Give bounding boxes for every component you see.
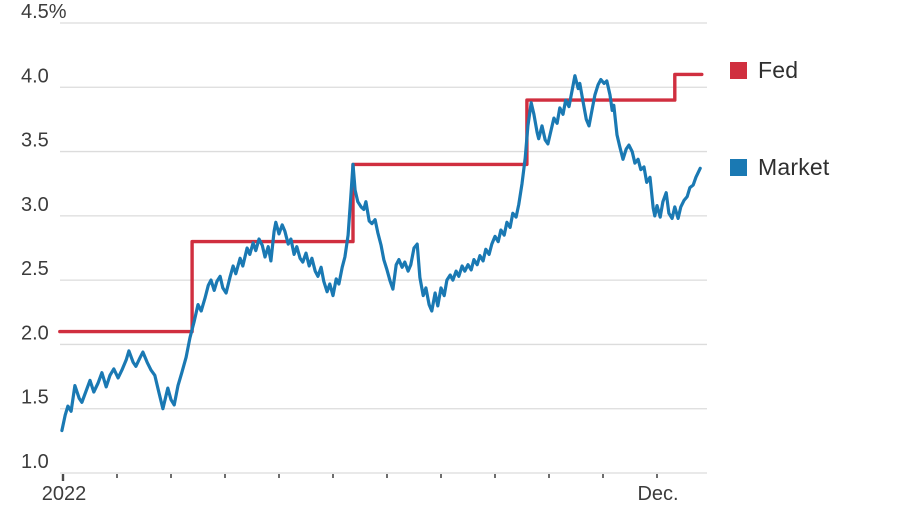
legend-item-market: Market	[730, 154, 830, 181]
y-axis-label: 1.0	[21, 451, 49, 473]
y-axis-label: 4.0	[21, 65, 49, 87]
x-axis-label: Dec.	[637, 483, 678, 505]
legend-label-market: Market	[758, 154, 830, 180]
legend: Fed Market	[730, 0, 900, 510]
y-axis-label: 2.5	[21, 258, 49, 280]
y-axis-label: 2.0	[21, 322, 49, 344]
y-axis-label: 1.5	[21, 387, 49, 409]
y-axis-label: 3.5	[21, 130, 49, 152]
legend-label-fed: Fed	[758, 57, 799, 83]
market-line	[60, 74, 702, 433]
market-swatch-icon	[730, 159, 747, 176]
fed-swatch-icon	[730, 62, 747, 79]
fed-line	[58, 72, 704, 334]
y-axis-label: 3.0	[21, 194, 49, 216]
legend-item-fed: Fed	[730, 57, 798, 84]
y-axis-label: 4.5%	[21, 1, 67, 23]
x-axis-label: 2022	[42, 483, 87, 505]
